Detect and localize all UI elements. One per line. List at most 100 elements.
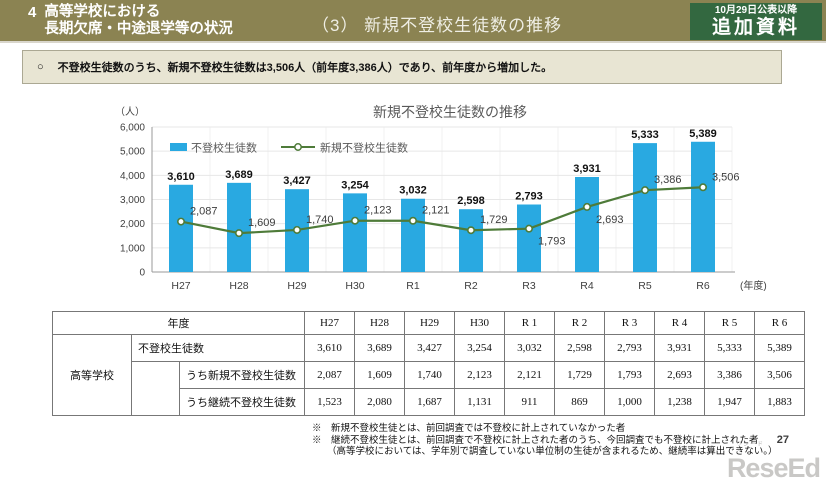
bar-value-label: 3,032 [399, 185, 427, 197]
line-marker-H28 [235, 229, 244, 238]
y-tick-label: 2,000 [120, 219, 145, 230]
reseed-logo: ReseEd [726, 453, 821, 483]
bar-R5 [633, 143, 657, 272]
year-column-header: R 6 [754, 311, 805, 335]
table-cell: 3,689 [354, 334, 405, 362]
badge-label: 追加資料 [711, 17, 800, 38]
table-cell: 1,000 [604, 388, 655, 416]
footnotes: ※ 新規不登校生徒とは、前回調査では不登校に計上されていなかった者 ※ 継続不登… [312, 424, 782, 459]
badge-date: 10月29日公表以降 [714, 5, 798, 16]
table-cell: 3,610 [304, 334, 355, 362]
summary-note: ○ 不登校生徒数のうち、新規不登校生徒数は3,506人（前年度3,386人）であ… [22, 50, 782, 84]
spacer-cell [131, 361, 180, 416]
bar-R4 [575, 177, 599, 272]
x-tick-label: H28 [229, 280, 248, 292]
row-label: うち新規不登校生徒数 [179, 361, 305, 389]
table-cell: 1,523 [304, 388, 355, 416]
year-column-header: R 1 [504, 311, 555, 335]
table-cell: 2,123 [454, 361, 505, 389]
line-value-label: 1,740 [306, 214, 334, 226]
section-title-text: 高等学校における 長期欠席・中途退学等の状況 [44, 4, 233, 38]
x-tick-label: H30 [345, 280, 364, 292]
y-tick-label: 6,000 [120, 123, 145, 134]
line-series [180, 186, 704, 235]
line-marker-H30 [350, 216, 359, 225]
line-value-label: 1,609 [248, 217, 276, 229]
line-value-label: 2,693 [596, 214, 624, 226]
line-value-label: 2,121 [422, 205, 450, 217]
bar-value-label: 3,254 [341, 179, 369, 191]
bar-R1 [401, 198, 425, 272]
table-cell: 1,793 [604, 361, 655, 389]
table-cell: 1,238 [654, 388, 705, 416]
table-cell: 3,386 [704, 361, 755, 389]
table-cell: 2,080 [354, 388, 405, 416]
footnote-line: ※ 継続不登校生徒とは、前回調査で不登校に計上された者のうち、今回調査でも不登校… [312, 435, 759, 446]
table-row: うち新規不登校生徒数 2,087 1,609 1,740 2,123 2,121 1,72… [53, 361, 805, 416]
bar-value-label: 3,689 [225, 169, 253, 181]
line-value-label: 3,386 [654, 174, 682, 186]
table-cell: 1,609 [354, 361, 405, 389]
table-cell: 2,793 [604, 334, 655, 362]
y-axis-unit-label: （人） [115, 106, 145, 118]
table-cell: 1,729 [554, 361, 605, 389]
line-marker-R6 [698, 183, 707, 192]
table-cell: 1,131 [454, 388, 505, 416]
line-marker-H27 [177, 217, 186, 226]
legend-line-marker [294, 143, 302, 151]
logo-ruby-text: リシード [735, 442, 764, 448]
x-tick-label: R3 [522, 280, 536, 292]
line-marker-R1 [408, 216, 417, 225]
table-cell: 911 [504, 388, 555, 416]
year-column-header: R 4 [654, 311, 705, 335]
year-column-header: H27 [304, 311, 355, 335]
bar-value-label: 3,610 [167, 171, 195, 183]
row-label: 不登校生徒数 [131, 334, 305, 362]
table-cell: 1,947 [704, 388, 755, 416]
line-value-label: 3,506 [712, 171, 740, 183]
year-header-cell: 年度 [52, 311, 305, 335]
table-cell: 3,032 [504, 334, 555, 362]
chart-title: 新規不登校生徒数の推移 [373, 104, 527, 120]
y-tick-label: 5,000 [120, 147, 145, 158]
table-cell: 2,598 [554, 334, 605, 362]
y-tick-label: 1,000 [120, 243, 145, 254]
table-cell: 1,740 [404, 361, 455, 389]
footer-logo: リシード 27 ReseEd [692, 427, 822, 483]
y-tick-label: 3,000 [120, 195, 145, 206]
bar-R6 [691, 141, 715, 272]
x-axis-unit-label: (年度) [740, 279, 767, 292]
page-title: （3） 新規不登校生徒数の推移 [312, 16, 563, 35]
page-number: 27 [776, 434, 789, 446]
bar-H27 [169, 184, 193, 272]
x-tick-label: R1 [406, 280, 420, 292]
bar-value-label: 2,598 [457, 195, 485, 207]
legend-bar-label: 不登校生徒数 [191, 141, 257, 155]
table-cell: 2,693 [654, 361, 705, 389]
bar-value-label: 5,333 [631, 129, 659, 141]
year-column-header: H30 [454, 311, 505, 335]
bar-value-label: 3,427 [283, 175, 311, 187]
table-cell: 1,687 [404, 388, 455, 416]
row-group-label: 高等学校 [52, 334, 132, 416]
line-marker-R4 [582, 202, 591, 211]
year-column-header: R 2 [554, 311, 605, 335]
line-value-label: 2,087 [190, 206, 218, 218]
section-title: 4 高等学校における 長期欠席・中途退学等の状況 [28, 4, 233, 38]
section-title-line2: 長期欠席・中途退学等の状況 [44, 21, 233, 37]
chart: 0 1,000 2,000 3,000 4,000 5,000 6,000 （人） 新規不登校生… [95, 100, 795, 300]
line-value-label: 1,729 [480, 214, 508, 226]
row-label: うち継続不登校生徒数 [179, 388, 305, 416]
table-cell: 3,506 [754, 361, 805, 389]
table-cell: 869 [554, 388, 605, 416]
bar-R3 [517, 204, 541, 272]
header-bar: 4 高等学校における 長期欠席・中途退学等の状況 （3） 新規不登校生徒数の推移… [0, 0, 826, 43]
bar-value-label: 3,931 [573, 163, 601, 175]
bar-value-label: 2,793 [515, 191, 543, 203]
table-cell: 3,931 [654, 334, 705, 362]
x-tick-label: R5 [638, 280, 652, 292]
year-column-header: H28 [354, 311, 405, 335]
line-marker-R2 [466, 226, 475, 235]
